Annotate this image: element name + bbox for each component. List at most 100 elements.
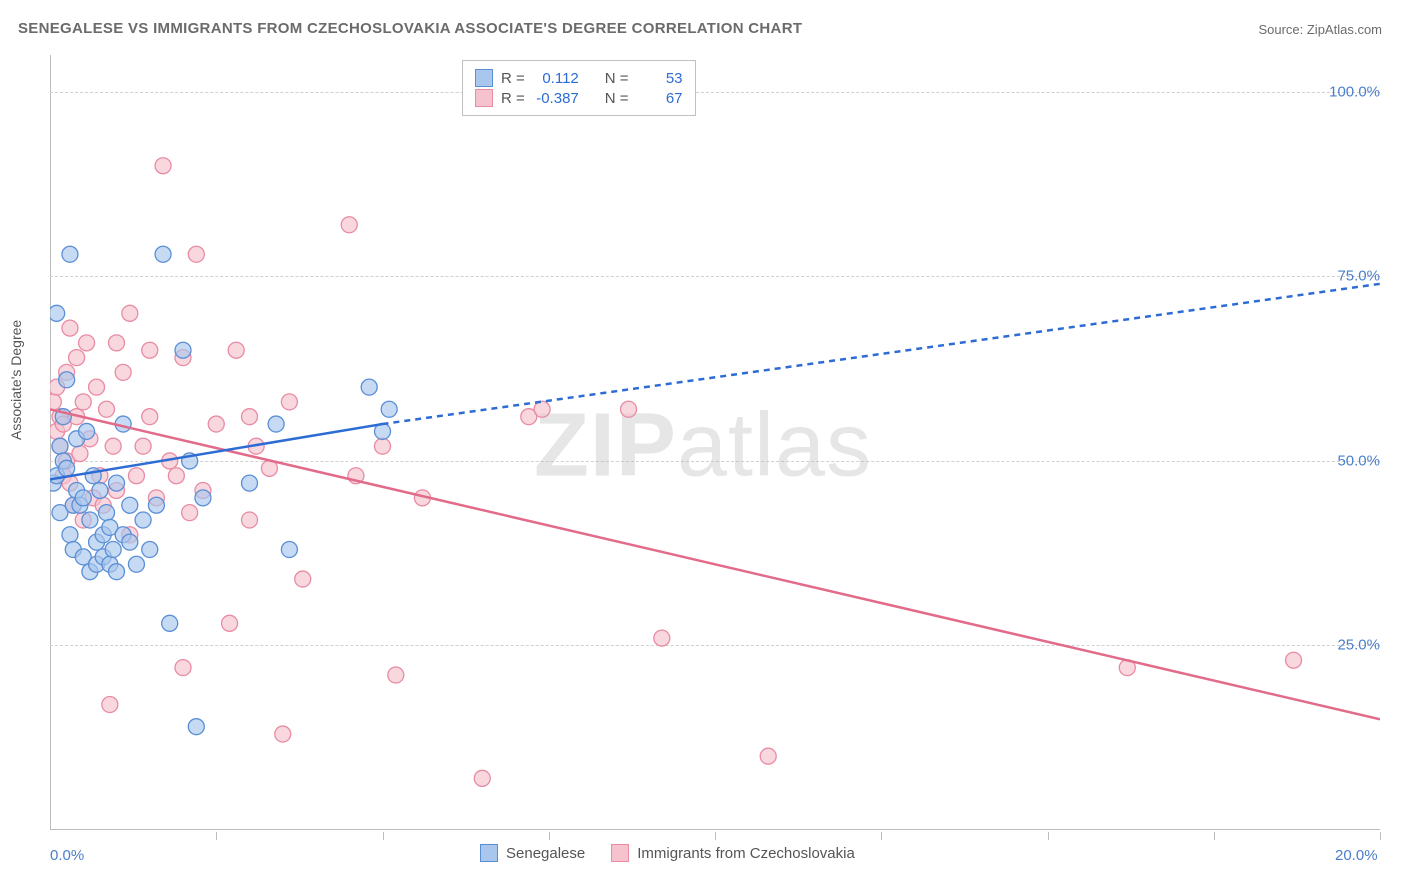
xtick [216,832,217,840]
chart-title: SENEGALESE VS IMMIGRANTS FROM CZECHOSLOV… [18,20,802,37]
scatter-point [128,556,144,572]
scatter-point [122,497,138,513]
scatter-point [142,409,158,425]
swatch-blue [475,69,493,87]
scatter-point [760,748,776,764]
n-value-pink: 67 [637,90,683,107]
scatter-point [75,394,91,410]
scatter-point [242,409,258,425]
trend-line [50,409,1380,719]
scatter-point [654,630,670,646]
scatter-point [50,394,61,410]
scatter-point [375,438,391,454]
scatter-point [89,379,105,395]
scatter-point [182,505,198,521]
source-attribution: Source: ZipAtlas.com [1258,22,1382,37]
scatter-point [59,460,75,476]
legend-label-blue: Senegalese [506,845,585,862]
n-label: N = [605,90,629,107]
trend-line [383,284,1381,424]
scatter-point [122,305,138,321]
scatter-point [621,401,637,417]
bottom-legend: Senegalese Immigrants from Czechoslovaki… [480,844,855,862]
stats-legend-box: R = 0.112 N = 53 R = -0.387 N = 67 [462,60,696,116]
scatter-point [155,246,171,262]
r-value-pink: -0.387 [533,90,579,107]
n-value-blue: 53 [637,70,683,87]
scatter-point [62,246,78,262]
scatter-point [388,667,404,683]
scatter-point [242,475,258,491]
scatter-point [62,527,78,543]
scatter-point [534,401,550,417]
scatter-point [295,571,311,587]
scatter-point [115,364,131,380]
scatter-point [281,394,297,410]
scatter-point [135,438,151,454]
scatter-point [1286,652,1302,668]
scatter-point [361,379,377,395]
scatter-point [99,505,115,521]
scatter-point [208,416,224,432]
scatter-point [69,350,85,366]
scatter-point [222,615,238,631]
scatter-point [188,719,204,735]
xtick [715,832,716,840]
scatter-point [142,342,158,358]
scatter-point [92,482,108,498]
r-label: R = [501,90,525,107]
scatter-point [105,438,121,454]
scatter-point [268,416,284,432]
scatter-point [242,512,258,528]
scatter-point [109,335,125,351]
stats-row-pink: R = -0.387 N = 67 [475,89,683,107]
xtick [549,832,550,840]
r-value-blue: 0.112 [533,70,579,87]
scatter-point [72,446,88,462]
scatter-point [168,468,184,484]
scatter-point [155,158,171,174]
scatter-point [59,372,75,388]
y-axis-label: Associate's Degree [8,320,24,440]
scatter-point [281,542,297,558]
scatter-point [142,542,158,558]
scatter-point [82,512,98,528]
xtick [1048,832,1049,840]
scatter-point [102,697,118,713]
scatter-point [148,497,164,513]
scatter-point [105,542,121,558]
scatter-point [275,726,291,742]
n-label: N = [605,70,629,87]
scatter-point [109,475,125,491]
scatter-point [341,217,357,233]
scatter-point [122,534,138,550]
legend-item-pink: Immigrants from Czechoslovakia [611,844,855,862]
swatch-pink-legend [611,844,629,862]
scatter-point [175,342,191,358]
scatter-point [99,401,115,417]
r-label: R = [501,70,525,87]
scatter-point [135,512,151,528]
scatter-point [52,438,68,454]
xtick [1380,832,1381,840]
scatter-point [381,401,397,417]
scatter-point [474,770,490,786]
xtick-label: 20.0% [1335,847,1378,864]
xtick [383,832,384,840]
scatter-point [75,490,91,506]
scatter-point [79,423,95,439]
scatter-point [188,246,204,262]
legend-item-blue: Senegalese [480,844,585,862]
scatter-point [128,468,144,484]
scatter-point [162,615,178,631]
swatch-pink [475,89,493,107]
scatter-point [50,305,65,321]
stats-row-blue: R = 0.112 N = 53 [475,69,683,87]
xtick [881,832,882,840]
scatter-point [62,320,78,336]
xtick [1214,832,1215,840]
chart-svg [50,55,1380,830]
scatter-point [79,335,95,351]
scatter-point [228,342,244,358]
scatter-point [175,660,191,676]
